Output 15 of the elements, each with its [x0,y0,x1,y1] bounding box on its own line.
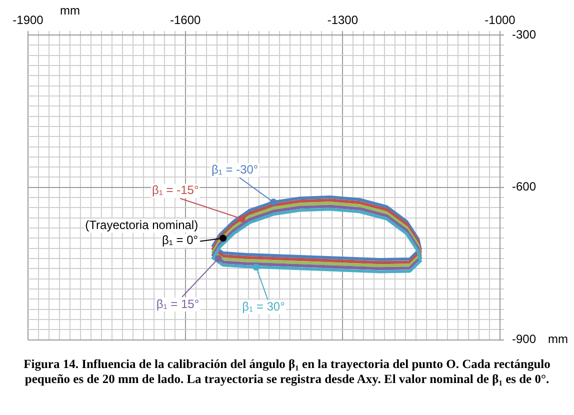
y-tick-label: -600 [512,180,536,194]
annotation: β₁ = 30° [242,299,286,314]
y-tick-label: -300 [512,27,536,42]
y-tick-label: -900 [512,332,536,346]
annotation: β₁ = 15° [156,296,200,311]
x-tick-label: -1600 [170,13,201,28]
x-tick-label: -1000 [484,13,516,28]
x-axis-title: mm [60,3,80,18]
text: Figura 14. Influencia de la calibración del ángulo β₁ en la trayectoria del punto O. Cada rectángulo pequeño es de 20 mm de lado. La trayectoria se registra desde Axy. El valor nominal de β₁ es de 0°. [22,357,552,387]
annotation: β₁ = -30° [211,162,258,176]
y-axis-title: mm [548,332,568,346]
x-tick-label: -1300 [327,13,358,28]
annotation: β₁ = -15° [152,183,199,198]
annotation: (Trayectoria nominal) β₁ = 0° [85,218,198,248]
x-tick-label: -1900 [12,13,44,28]
